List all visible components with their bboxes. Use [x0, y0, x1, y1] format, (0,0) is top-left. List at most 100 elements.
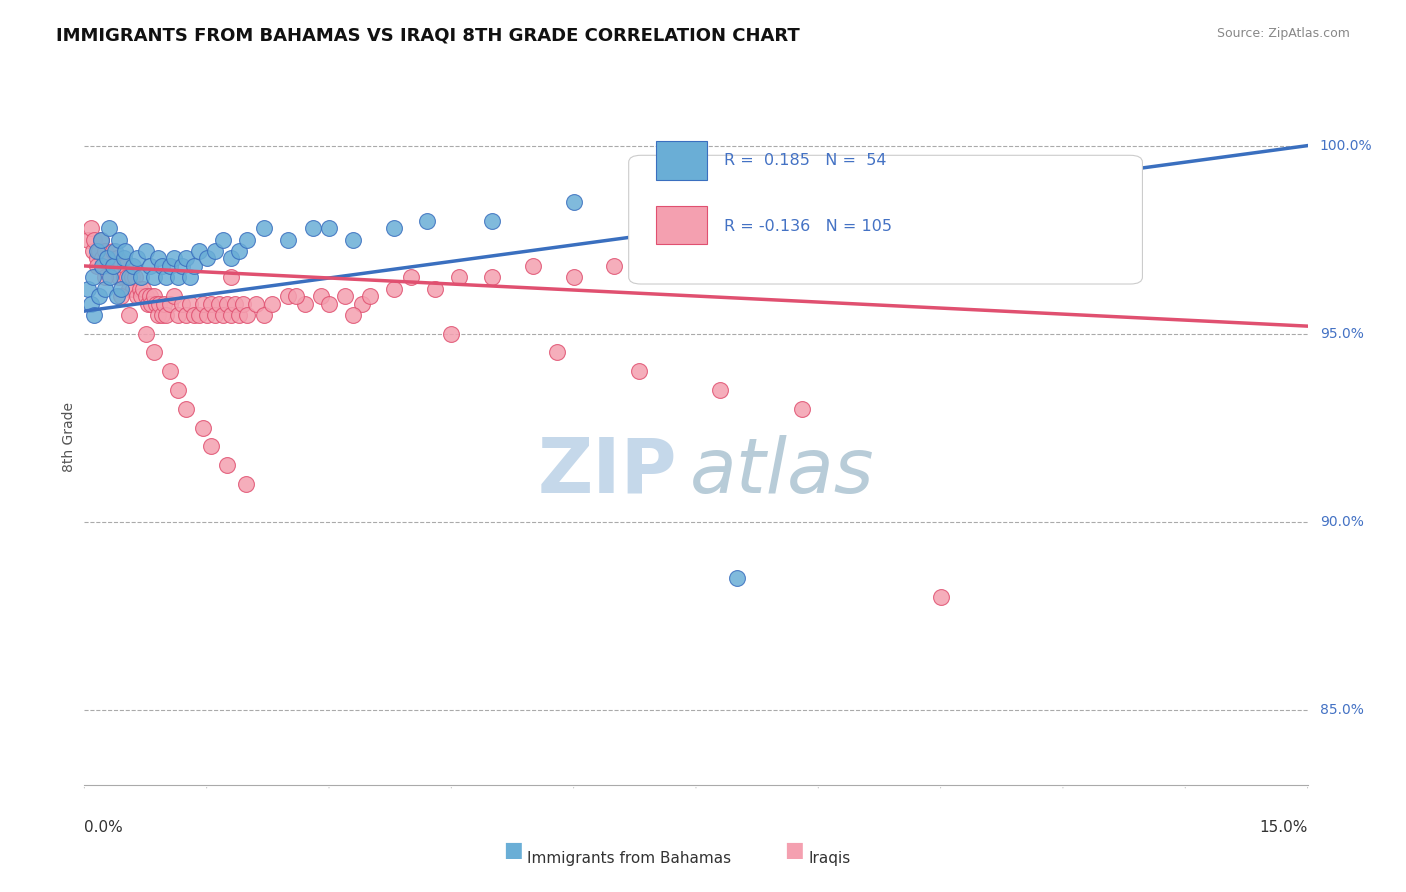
Point — [107, 270, 129, 285]
Point — [131, 289, 153, 303]
Point — [118, 281, 141, 295]
Point — [142, 270, 165, 285]
Point — [155, 308, 177, 322]
Text: ■: ■ — [785, 840, 804, 860]
Point — [121, 270, 143, 285]
Point — [77, 281, 100, 295]
Point — [91, 252, 114, 266]
Point — [105, 289, 128, 303]
Point — [163, 289, 186, 303]
Point — [135, 289, 157, 303]
Point — [118, 270, 141, 285]
Text: 100.0%: 100.0% — [1320, 138, 1372, 153]
Point — [807, 233, 830, 247]
Point — [107, 233, 129, 247]
Point — [481, 270, 503, 285]
Point — [449, 270, 471, 285]
Point — [90, 233, 112, 247]
Text: R = -0.136   N = 105: R = -0.136 N = 105 — [724, 219, 891, 234]
Point — [236, 308, 259, 322]
Point — [127, 289, 149, 303]
Point — [136, 296, 159, 310]
Point — [114, 259, 136, 273]
Point — [150, 308, 173, 322]
Point — [309, 289, 332, 303]
Point — [112, 252, 135, 266]
FancyBboxPatch shape — [655, 141, 707, 179]
Point — [382, 221, 405, 235]
Point — [342, 308, 364, 322]
Text: Immigrants from Bahamas: Immigrants from Bahamas — [527, 851, 731, 865]
Point — [80, 221, 103, 235]
Point — [131, 270, 153, 285]
Point — [172, 296, 194, 310]
Point — [97, 221, 120, 235]
Point — [87, 289, 110, 303]
Point — [172, 259, 194, 273]
Text: ■: ■ — [503, 840, 523, 860]
Point — [212, 233, 235, 247]
Point — [104, 259, 127, 273]
Point — [135, 244, 157, 258]
Text: IMMIGRANTS FROM BAHAMAS VS IRAQI 8TH GRADE CORRELATION CHART: IMMIGRANTS FROM BAHAMAS VS IRAQI 8TH GRA… — [56, 27, 800, 45]
Point — [228, 308, 250, 322]
Point — [174, 308, 197, 322]
Text: Source: ZipAtlas.com: Source: ZipAtlas.com — [1216, 27, 1350, 40]
Point — [301, 221, 323, 235]
Point — [128, 281, 150, 295]
Point — [285, 289, 308, 303]
Point — [236, 233, 259, 247]
Point — [187, 244, 209, 258]
Point — [790, 401, 813, 416]
Point — [627, 364, 650, 378]
Point — [118, 308, 141, 322]
Point — [562, 194, 585, 209]
Point — [146, 252, 169, 266]
Text: 0.0%: 0.0% — [84, 820, 124, 835]
Point — [163, 252, 186, 266]
Point — [110, 259, 132, 273]
Point — [204, 244, 226, 258]
Point — [127, 252, 149, 266]
Point — [232, 296, 254, 310]
Point — [86, 252, 108, 266]
Point — [709, 383, 731, 397]
Point — [142, 345, 165, 359]
Point — [253, 308, 276, 322]
Point — [82, 244, 104, 258]
Point — [423, 281, 446, 295]
FancyBboxPatch shape — [628, 155, 1143, 284]
Point — [217, 296, 239, 310]
Point — [115, 270, 138, 285]
Point — [277, 233, 299, 247]
Point — [228, 244, 250, 258]
Point — [212, 308, 235, 322]
Point — [101, 259, 124, 273]
Text: 85.0%: 85.0% — [1320, 703, 1364, 717]
Point — [104, 244, 127, 258]
Text: 15.0%: 15.0% — [1260, 820, 1308, 835]
Point — [725, 244, 748, 258]
Point — [145, 296, 167, 310]
Point — [93, 281, 115, 295]
Point — [318, 296, 340, 310]
Point — [159, 259, 181, 273]
Point — [562, 270, 585, 285]
Point — [603, 259, 626, 273]
Point — [86, 259, 108, 273]
Point — [105, 252, 128, 266]
Point — [167, 383, 190, 397]
Point — [100, 252, 122, 266]
Point — [97, 259, 120, 273]
Point — [146, 308, 169, 322]
Text: Iraqis: Iraqis — [808, 851, 851, 865]
Point — [114, 244, 136, 258]
Point — [219, 270, 242, 285]
Point — [219, 308, 242, 322]
Point — [685, 259, 707, 273]
Point — [342, 233, 364, 247]
FancyBboxPatch shape — [655, 206, 707, 244]
Point — [382, 281, 405, 295]
Point — [93, 270, 115, 285]
Point — [110, 289, 132, 303]
